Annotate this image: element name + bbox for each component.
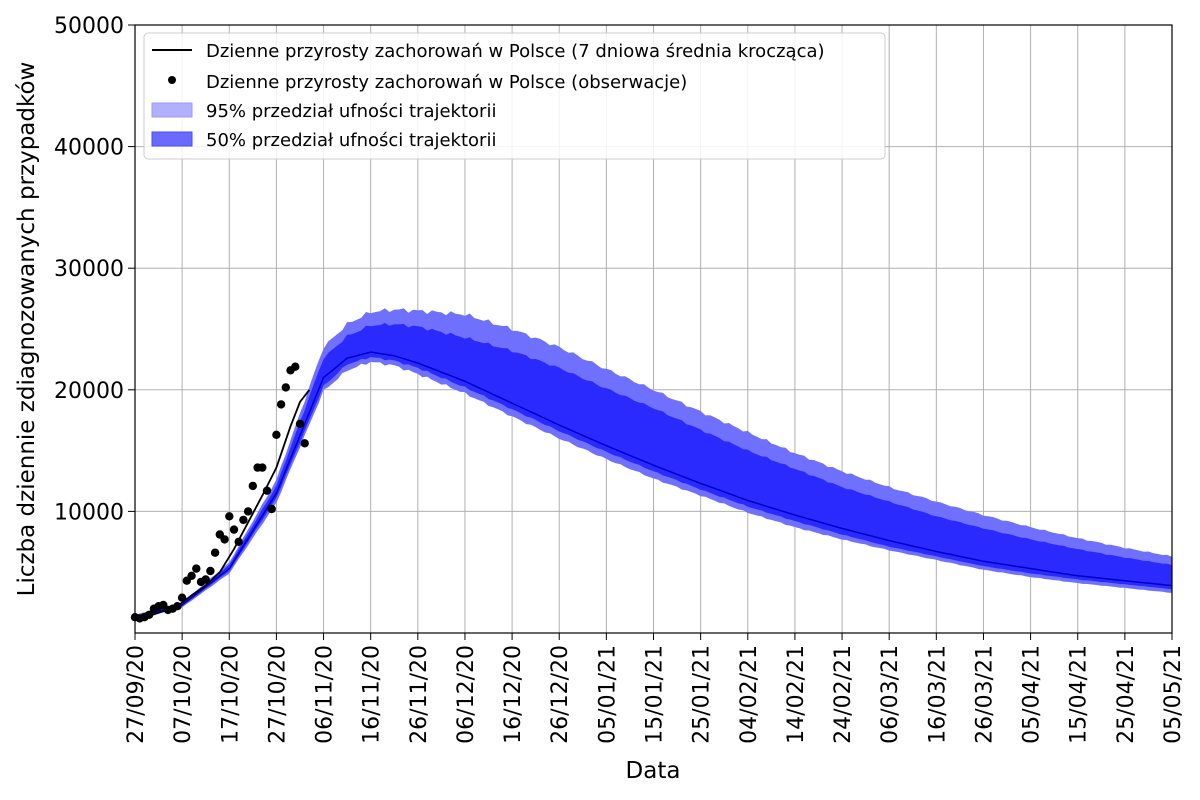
legend-observations-label: Dzienne przyrosty zachorowań w Polsce (o… [206, 72, 687, 93]
x-axis-title: Data [626, 758, 681, 784]
legend-band50-swatch [151, 131, 193, 147]
x-tick-label: 07/10/20 [171, 645, 196, 744]
x-tick-label: 27/09/20 [124, 645, 149, 744]
x-tick-label: 15/04/21 [1067, 645, 1092, 744]
observation-point [173, 602, 182, 611]
observation-point [258, 463, 267, 472]
observation-point [243, 507, 253, 516]
x-tick-label: 06/03/21 [878, 645, 903, 744]
x-tick-label: 26/11/20 [407, 645, 432, 744]
observation-points [130, 362, 309, 623]
x-tick-label: 05/01/21 [595, 645, 620, 744]
observation-point [262, 486, 272, 495]
observation-point [295, 419, 305, 428]
x-tick-label: 26/03/21 [972, 645, 997, 744]
confidence-bands [135, 308, 1172, 620]
observation-point [206, 566, 215, 576]
y-tick-label: 20000 [54, 379, 124, 404]
legend-moving-average-label: Dzienne przyrosty zachorowań w Polsce (7… [206, 41, 825, 62]
x-tick-label: 25/01/21 [690, 645, 715, 744]
x-tick-label: 04/02/21 [737, 645, 762, 744]
x-tick-label: 14/02/21 [784, 645, 809, 744]
y-tick-label: 40000 [54, 136, 124, 161]
legend-box [143, 32, 886, 160]
x-tick-label: 05/05/21 [1161, 645, 1186, 744]
observation-point [210, 548, 220, 557]
x-tick-label: 06/11/20 [313, 645, 338, 744]
band-50-percent [135, 323, 1172, 619]
x-axis-ticks: 27/09/20 07/10/20 17/10/20 27/10/20 06/11/20… [124, 633, 1186, 744]
x-tick-label: 16/12/20 [501, 645, 526, 744]
observation-point [192, 564, 201, 573]
observation-point [267, 504, 276, 514]
observation-point [272, 430, 281, 439]
observation-point [248, 481, 257, 491]
x-tick-label: 25/04/21 [1114, 645, 1139, 744]
observation-point [300, 439, 309, 448]
legend-band50-label: 50% przedział ufności trajektorii [206, 130, 496, 151]
median-line [134, 351, 1173, 618]
x-tick-label: 27/10/20 [265, 645, 290, 744]
observation-point [276, 400, 286, 409]
observation-point [239, 515, 248, 525]
x-tick-label: 16/11/20 [360, 645, 385, 744]
y-axis-ticks: 10000 20000 30000 40000 50000 [54, 14, 135, 525]
y-axis-title: Liczba dziennie zdiagnozowanych przypadk… [14, 62, 40, 597]
legend-band95-label: 95% przedział ufności trajektorii [206, 101, 496, 122]
observation-point [201, 575, 210, 584]
observation-point [187, 571, 196, 580]
legend-band95-swatch [151, 102, 193, 118]
x-tick-label: 26/12/20 [548, 645, 573, 744]
observation-point [177, 593, 187, 602]
x-tick-label: 05/04/21 [1020, 645, 1045, 744]
x-tick-label: 06/12/20 [454, 645, 479, 744]
observation-point [281, 383, 290, 392]
y-tick-label: 50000 [54, 14, 124, 39]
x-tick-label: 24/02/21 [831, 645, 856, 744]
x-tick-label: 16/03/21 [925, 645, 950, 744]
observation-point [220, 535, 229, 544]
observation-point [291, 362, 300, 371]
y-tick-label: 10000 [54, 500, 124, 525]
legend: Dzienne przyrosty zachorowań w Polsce (7… [143, 32, 886, 160]
observation-point [234, 537, 243, 546]
legend-observations-swatch [168, 76, 176, 84]
y-tick-label: 30000 [54, 257, 124, 282]
x-tick-label: 15/01/21 [643, 645, 668, 744]
observation-point [229, 525, 239, 534]
observation-point [144, 610, 154, 619]
observation-point [225, 512, 234, 521]
x-tick-label: 17/10/20 [218, 645, 243, 744]
